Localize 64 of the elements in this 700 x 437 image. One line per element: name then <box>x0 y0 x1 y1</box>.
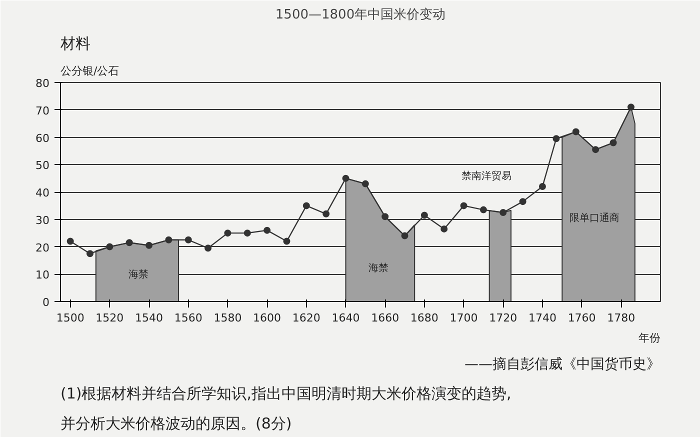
annotation: 海禁 <box>368 262 388 274</box>
x-tick-label: 1700 <box>450 312 478 324</box>
point <box>480 206 487 214</box>
x-tick-label: 1640 <box>332 312 360 324</box>
y-tick-label: 80 <box>36 77 50 90</box>
x-tick-label: 1760 <box>568 312 596 324</box>
text: (1)根据材料并结合所学知识,指出中国明清时期大米价格演变的趋势, 并分析大米价格波动的原因。(8分) <box>60 384 512 432</box>
point <box>420 212 428 219</box>
text: ——摘自彭信威《中国货币史》 <box>464 356 660 372</box>
point <box>627 104 634 111</box>
annotation: 限单口通商 <box>570 212 620 224</box>
point <box>322 210 330 218</box>
text: 材料 <box>60 34 90 52</box>
point <box>592 146 600 154</box>
point <box>519 198 526 206</box>
y-tick-label: 50 <box>36 159 50 172</box>
x-tick-label: 1720 <box>489 312 518 324</box>
point <box>126 239 133 246</box>
point <box>500 209 507 216</box>
point <box>610 139 617 146</box>
point <box>224 230 232 237</box>
annotation: 禁南洋贸易 <box>462 170 512 182</box>
point <box>244 230 251 237</box>
point <box>460 202 468 210</box>
y-tick-label: 60 <box>36 132 50 145</box>
x-tick-label: 1660 <box>371 312 400 324</box>
point <box>302 202 310 210</box>
chart-title: 1500—1800年中国米价变动 <box>275 8 446 22</box>
x-tick-label: 1560 <box>174 312 202 324</box>
y-tick-label: 30 <box>36 214 50 227</box>
y-tick-label: 70 <box>36 104 50 118</box>
x-axis-title: 年份 <box>638 332 660 344</box>
point <box>362 180 369 188</box>
y-tick-label: 10 <box>36 268 50 282</box>
point <box>264 226 271 234</box>
y-tick-label: 20 <box>36 241 50 254</box>
x-tick-label: 1780 <box>607 312 636 324</box>
point <box>165 236 172 244</box>
point <box>184 236 192 244</box>
y-tick-label: 40 <box>36 186 50 200</box>
y-tick-label: 0 <box>42 296 50 309</box>
point <box>283 238 290 245</box>
point <box>342 174 350 182</box>
point <box>146 242 153 249</box>
annotation: 海禁 <box>128 268 148 281</box>
x-tick-label: 1680 <box>410 312 438 324</box>
point <box>382 213 389 220</box>
point <box>204 244 212 252</box>
x-tick-label: 1620 <box>292 312 320 324</box>
x-tick-label: 1500 <box>56 312 84 324</box>
point <box>538 183 546 190</box>
x-tick-label: 1580 <box>214 312 242 324</box>
x-tick-label: 1740 <box>528 312 556 324</box>
point <box>401 232 408 240</box>
point <box>66 238 74 245</box>
point <box>552 135 560 142</box>
point <box>440 225 448 232</box>
x-tick-label: 1520 <box>96 312 124 324</box>
point <box>106 243 114 250</box>
y-axis-title: 公分银/公石 <box>60 64 120 78</box>
point <box>572 128 580 136</box>
point <box>86 250 94 258</box>
x-tick-label: 1540 <box>135 312 164 324</box>
x-tick-label: 1600 <box>253 312 282 324</box>
